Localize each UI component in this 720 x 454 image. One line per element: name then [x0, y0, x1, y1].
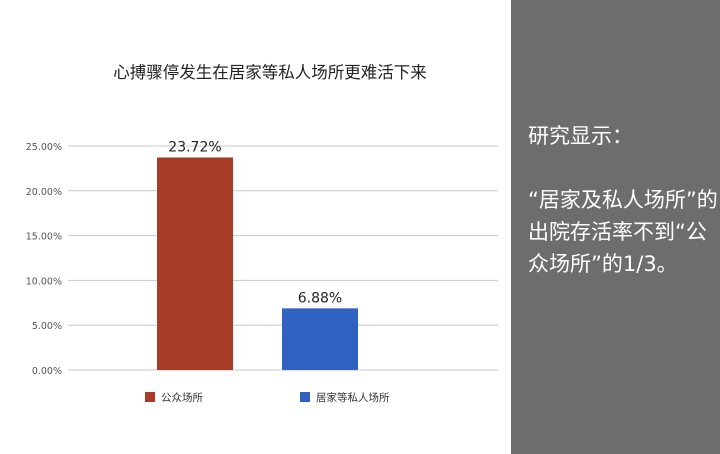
legend-label: 公众场所 [161, 391, 203, 404]
bars [157, 157, 358, 370]
y-tick-label: 0.00% [32, 366, 62, 377]
data-label: 6.88% [298, 290, 342, 306]
y-tick-label: 25.00% [26, 142, 62, 153]
data-label: 23.72% [168, 139, 221, 155]
chart-area: 心搏骤停发生在居家等私人场所更难活下来 0.00% 5.00% 10.00% 15.0… [25, 63, 498, 404]
legend-swatch [145, 392, 155, 402]
y-tick-label: 10.00% [26, 276, 62, 287]
legend: 公众场所 居家等私人场所 [145, 391, 390, 404]
bar [157, 157, 233, 370]
side-text: 研究显示： “居家及私人场所”的出院存活率不到“公众场所”的1/3。 [528, 120, 718, 280]
legend-swatch [300, 392, 310, 402]
side-body: “居家及私人场所”的出院存活率不到“公众场所”的1/3。 [528, 188, 718, 276]
y-tick-label: 20.00% [26, 187, 62, 198]
bar [282, 308, 358, 370]
y-tick-label: 15.00% [26, 232, 62, 243]
chart-title: 心搏骤停发生在居家等私人场所更难活下来 [113, 63, 427, 82]
y-axis-ticks: 0.00% 5.00% 10.00% 15.00% 20.00% 25.00% [26, 142, 62, 377]
data-labels: 23.72% 6.88% [168, 139, 342, 306]
y-tick-label: 5.00% [32, 321, 62, 332]
legend-label: 居家等私人场所 [316, 391, 390, 404]
grid-lines [68, 145, 498, 371]
bar-chart: 心搏骤停发生在居家等私人场所更难活下来 0.00% 5.00% 10.00% 15.0… [26, 63, 498, 404]
side-heading: 研究显示： [528, 124, 633, 148]
side-panel: 研究显示： “居家及私人场所”的出院存活率不到“公众场所”的1/3。 [511, 0, 720, 454]
